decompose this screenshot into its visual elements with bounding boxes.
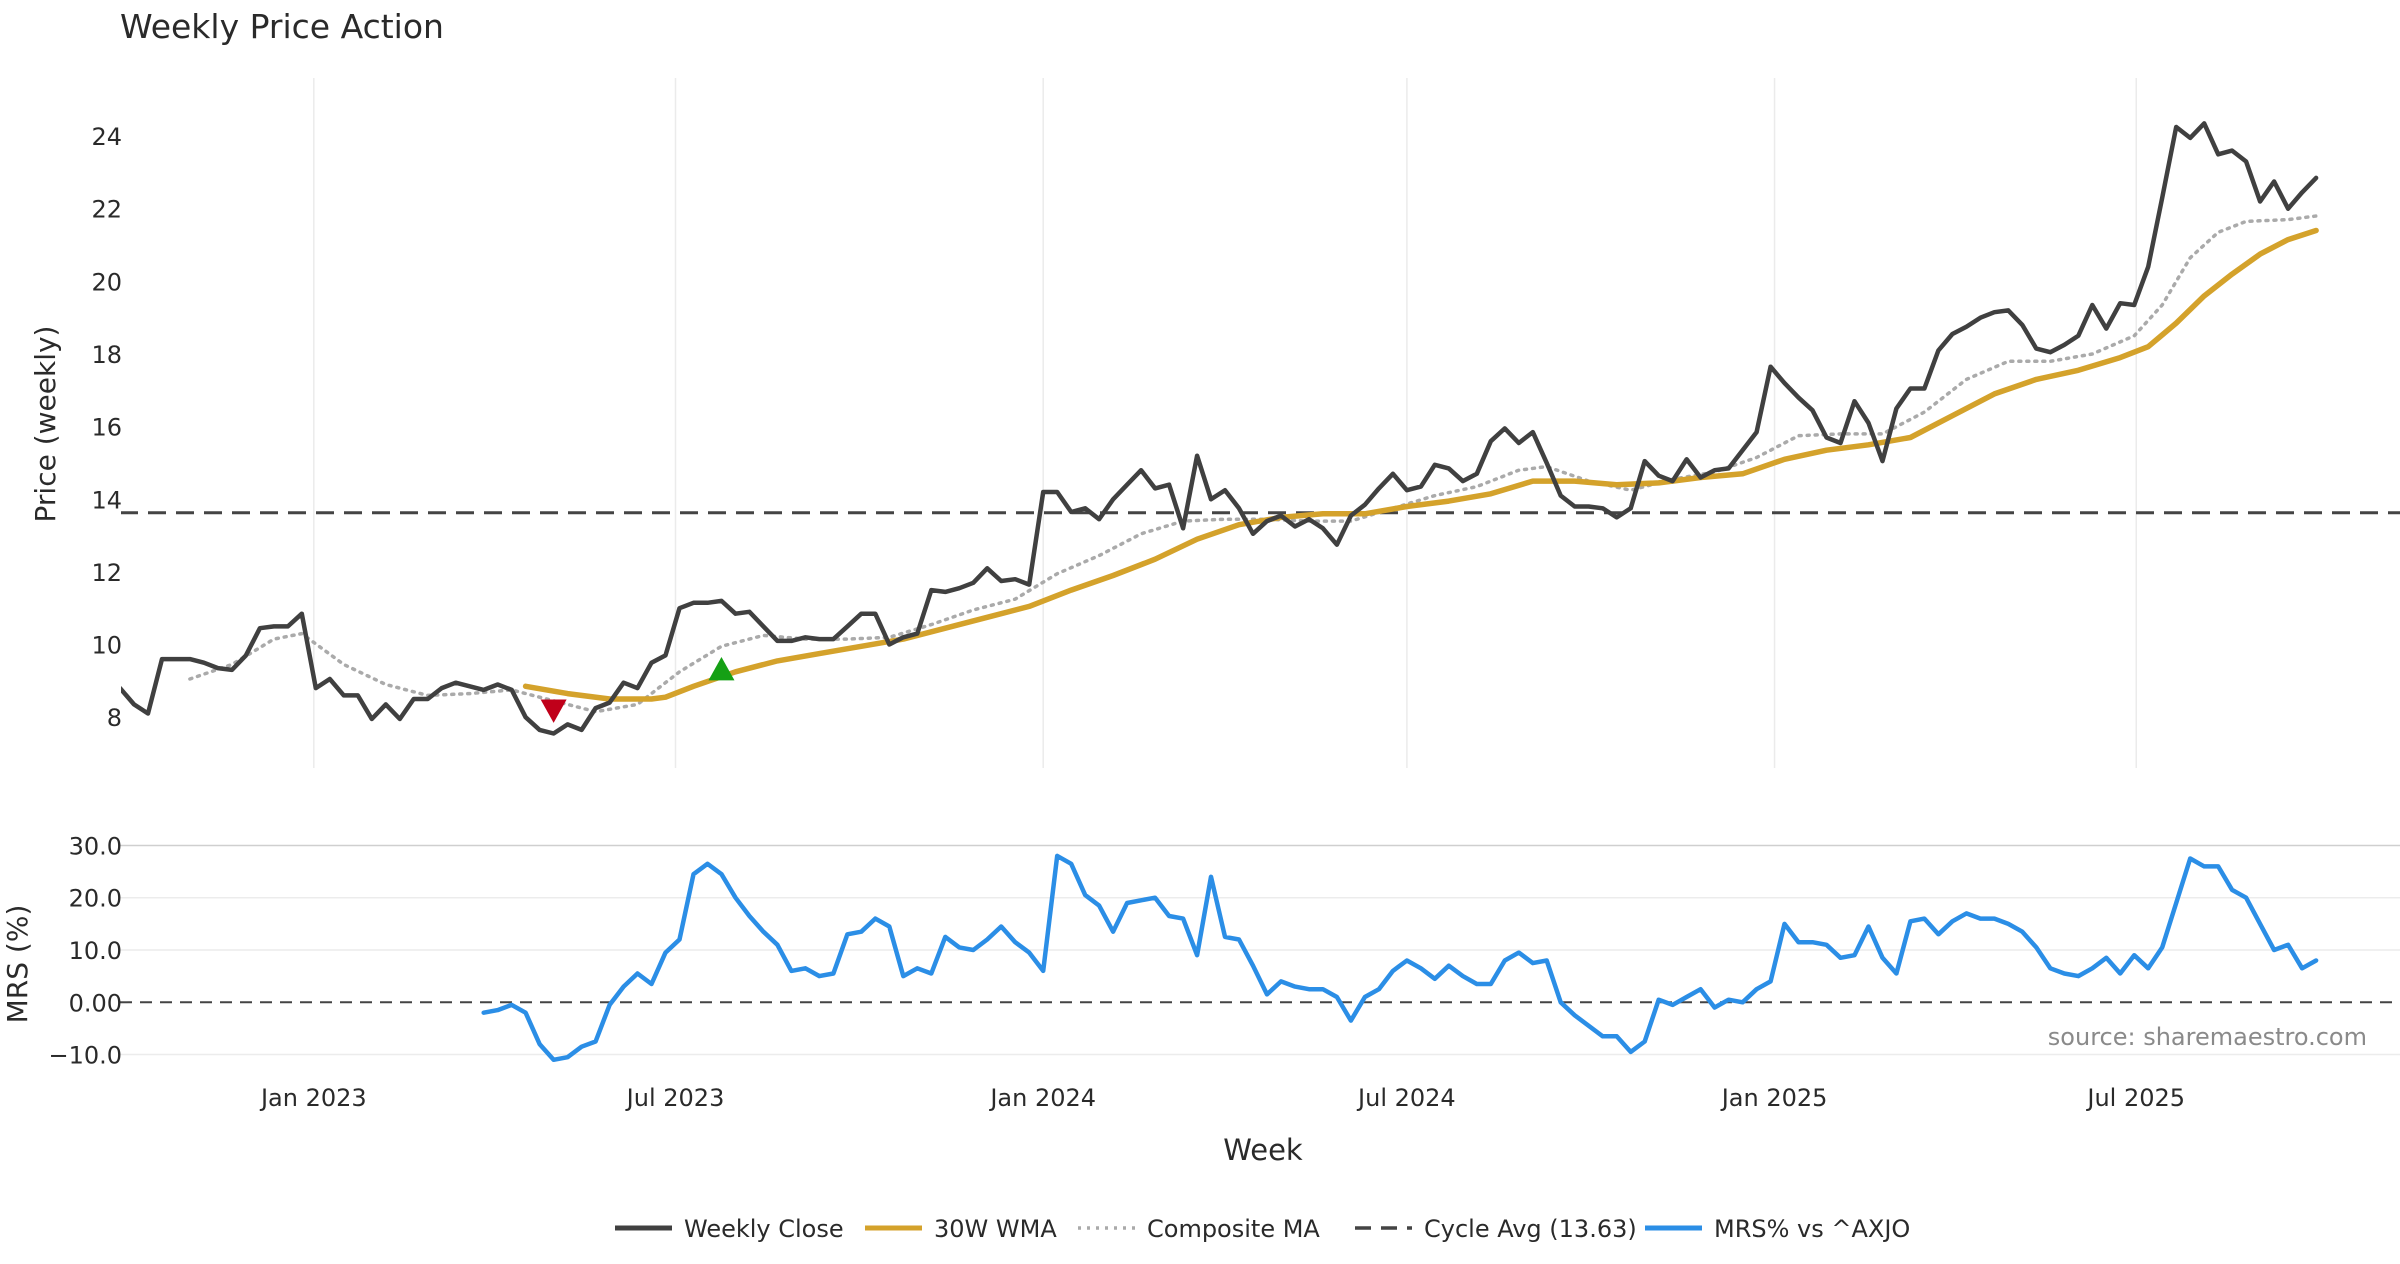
- price-y-ticks: 8 10 12 14 16 18 20 22 24: [91, 123, 122, 732]
- price-y-axis-label: Price (weekly): [29, 326, 62, 523]
- x-tick-label: Jul 2025: [2085, 1084, 2185, 1112]
- price-series-layer: [121, 121, 2400, 736]
- price-y-tick-label: 18: [91, 341, 122, 369]
- x-axis-label: Week: [1223, 1133, 1303, 1167]
- mrs-y-tick-label: −10.0: [48, 1042, 122, 1070]
- mrs-y-tick-label: 30.0: [69, 832, 122, 860]
- mrs-y-ticks: 30.0 20.0 10.0 0.00 −10.0: [48, 832, 122, 1069]
- price-y-tick-label: 16: [91, 414, 122, 442]
- chart-legend: Weekly Close 30W WMA Composite MA Cycle Avg…: [615, 1215, 1910, 1243]
- legend-label-composite-ma: Composite MA: [1147, 1215, 1320, 1243]
- legend-label-mrs-vs-axjo: MRS% vs ^AXJO: [1714, 1215, 1910, 1243]
- chart-title: Weekly Price Action: [120, 7, 444, 46]
- x-tick-label: Jan 2025: [1720, 1084, 1828, 1112]
- price-panel-grid: [313, 78, 2137, 768]
- mrs-series-layer: [481, 853, 2319, 1063]
- price-y-tick-label: 8: [107, 704, 122, 732]
- price-y-tick-label: 20: [91, 268, 122, 296]
- buy-signal-marker: [708, 656, 735, 681]
- price-y-tick-label: 22: [91, 196, 122, 224]
- legend-label-weekly-close: Weekly Close: [684, 1215, 844, 1243]
- price-y-tick-label: 14: [91, 486, 122, 514]
- source-annotation: source: sharemaestro.com: [2048, 1023, 2367, 1051]
- x-tick-label: Jan 2024: [988, 1084, 1096, 1112]
- price-y-tick-label: 12: [91, 559, 122, 587]
- x-tick-label: Jul 2024: [1356, 1084, 1456, 1112]
- legend-label-30w-wma: 30W WMA: [934, 1215, 1057, 1243]
- weekly-close-line: [121, 121, 2319, 736]
- x-tick-label: Jan 2023: [259, 1084, 367, 1112]
- mrs-y-axis-label: MRS (%): [1, 905, 34, 1024]
- mrs-y-tick-label: 10.0: [69, 937, 122, 965]
- price-y-tick-label: 24: [91, 123, 122, 151]
- 30w-wma-line: [522, 227, 2319, 702]
- mrs-y-tick-label: 20.0: [69, 885, 122, 913]
- x-tick-label: Jul 2023: [625, 1084, 725, 1112]
- sell-signal-marker: [540, 699, 567, 723]
- mrs-y-tick-label: 0.00: [69, 989, 122, 1017]
- x-axis-ticks: Jan 2023 Jul 2023 Jan 2024 Jul 2024 Jan 2025…: [259, 1084, 2185, 1112]
- mrs-panel-grid: [120, 844, 2400, 1056]
- mrs-line: [481, 853, 2319, 1063]
- composite-ma-line: [188, 214, 2318, 714]
- price-y-tick-label: 10: [91, 632, 122, 660]
- legend-label-cycle-avg-13-63: Cycle Avg (13.63): [1424, 1215, 1637, 1243]
